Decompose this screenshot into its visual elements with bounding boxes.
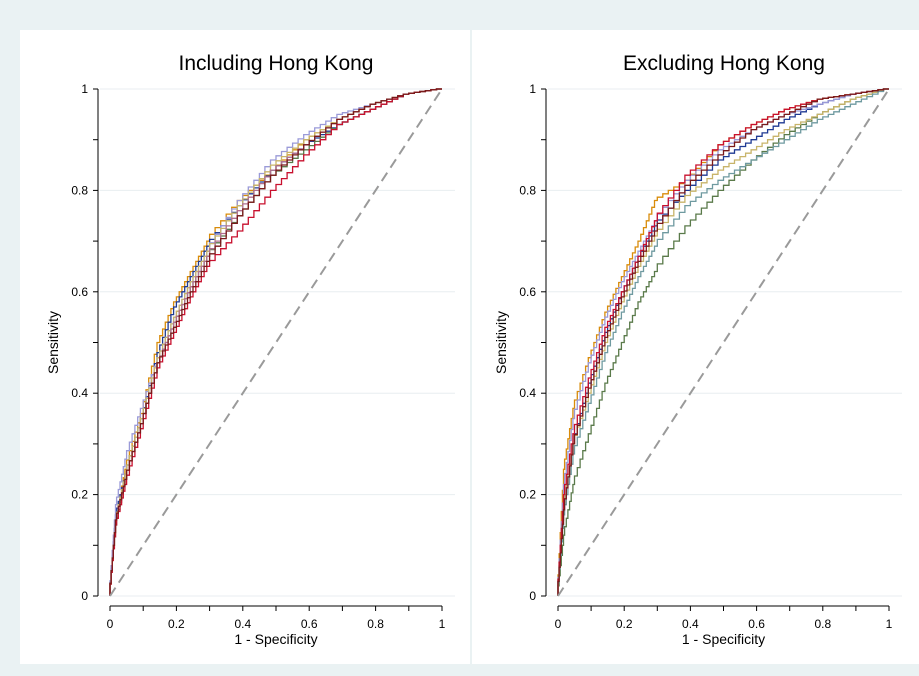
y-tick-label: 1 <box>529 82 536 96</box>
panel-separator <box>470 30 472 664</box>
y-axis-label: Sensitivity <box>45 311 61 374</box>
roc-curve-8 <box>109 88 442 596</box>
y-tick-label: 0.2 <box>519 488 536 502</box>
figure-background <box>20 30 919 664</box>
roc-curve-8 <box>557 88 889 596</box>
x-tick-label: 0.6 <box>748 617 765 631</box>
x-tick-label: 0.8 <box>367 617 384 631</box>
y-tick-label: 0.6 <box>71 285 88 299</box>
roc-curve-5 <box>557 88 889 596</box>
x-tick-label: 0.6 <box>301 617 318 631</box>
x-axis-label: 1 - Specificity <box>682 631 765 647</box>
reference-line <box>109 88 443 597</box>
x-tick-label: 1 <box>439 617 446 631</box>
chart-title: Excluding Hong Kong <box>623 52 825 75</box>
y-tick-label: 0.8 <box>519 183 536 197</box>
x-tick-label: 0 <box>555 617 562 631</box>
y-tick-label: 0.4 <box>71 386 88 400</box>
chart-title: Including Hong Kong <box>179 52 374 75</box>
y-tick-label: 0.4 <box>519 386 536 400</box>
roc-curve-7 <box>109 88 442 596</box>
x-axis-label: 1 - Specificity <box>234 631 317 647</box>
x-tick-label: 0.4 <box>682 617 699 631</box>
roc-curve-6 <box>557 88 889 596</box>
x-tick-label: 1 <box>886 617 893 631</box>
x-tick-label: 0.4 <box>234 617 251 631</box>
roc-curve-4 <box>557 88 889 596</box>
y-axis-label: Sensitivity <box>493 311 509 374</box>
y-tick-label: 1 <box>81 82 88 96</box>
y-tick-label: 0 <box>81 589 88 603</box>
y-tick-label: 0 <box>529 589 536 603</box>
x-tick-label: 0.8 <box>814 617 831 631</box>
y-tick-label: 0.2 <box>71 488 88 502</box>
y-tick-label: 0.8 <box>71 183 88 197</box>
x-tick-label: 0 <box>107 617 114 631</box>
reference-line <box>557 88 890 597</box>
chart-panel-2: 0 0.2 0.4 0.6 0.8 1 0 0.2 0.4 0.6 0.8 1 Excluding Ho… <box>493 52 902 647</box>
x-tick-label: 0.2 <box>168 617 185 631</box>
chart-panel-1: 0 0.2 0.4 0.6 0.8 1 0 0.2 0.4 0.6 0.8 1 Including Ho… <box>45 52 455 647</box>
x-tick-label: 0.2 <box>616 617 633 631</box>
y-tick-label: 0.6 <box>519 285 536 299</box>
